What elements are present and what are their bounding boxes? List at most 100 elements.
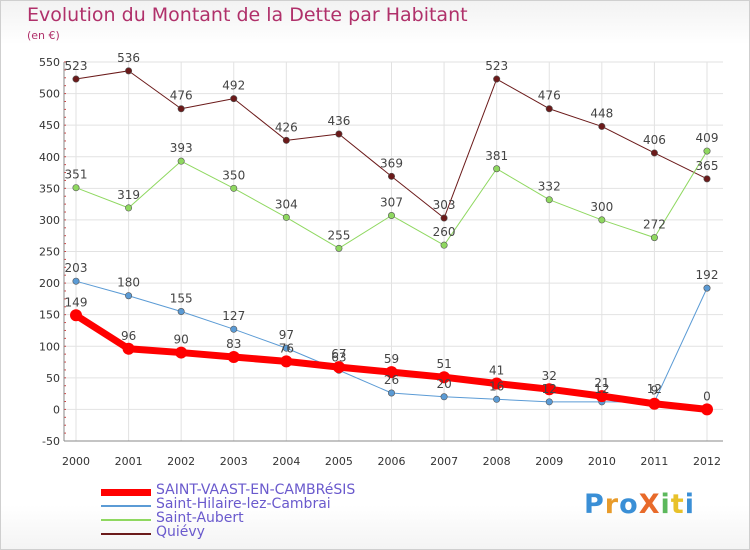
x-tick-label: 2002 [167, 455, 195, 468]
y-tick-label: 450 [39, 119, 60, 132]
data-point [648, 397, 661, 410]
data-label: 300 [590, 200, 613, 214]
data-label: 155 [170, 292, 193, 306]
data-point [280, 355, 293, 368]
data-label: 63 [331, 350, 346, 364]
data-point [703, 147, 711, 155]
data-point [177, 105, 185, 113]
data-label: 127 [222, 309, 245, 323]
legend-label: SAINT-VAAST-EN-CAMBRéSIS [156, 482, 356, 498]
data-label: 350 [222, 168, 245, 182]
data-label: 26 [384, 373, 399, 387]
data-label: 32 [542, 369, 557, 383]
y-tick-label: 250 [39, 246, 60, 259]
data-label: 332 [538, 180, 561, 194]
data-label: 436 [327, 114, 350, 128]
data-label: 409 [696, 131, 719, 145]
data-label: 96 [121, 329, 136, 343]
data-label: 97 [279, 328, 294, 342]
x-tick-label: 2008 [483, 455, 511, 468]
data-label: 180 [117, 276, 140, 290]
data-point [438, 371, 451, 384]
data-label: 67 [331, 347, 346, 361]
legend-label: Saint-Hilaire-lez-Cambrai [156, 496, 331, 512]
brand-logo: ProXiti [584, 489, 695, 520]
data-point [543, 383, 556, 396]
data-point [230, 325, 238, 333]
x-tick-label: 2007 [430, 455, 458, 468]
data-label: 90 [174, 333, 189, 347]
data-label: 304 [275, 197, 298, 211]
y-tick-label: 550 [39, 56, 60, 69]
data-point [703, 284, 711, 292]
y-tick-label: 0 [53, 403, 60, 416]
x-tick-label: 2006 [378, 455, 406, 468]
data-label: 476 [538, 89, 561, 103]
data-point [387, 389, 395, 397]
data-label: 307 [380, 195, 403, 209]
data-point [177, 157, 185, 165]
legend-swatch [101, 519, 151, 521]
data-point [230, 95, 238, 103]
y-tick-label: 150 [39, 309, 60, 322]
data-point [72, 184, 80, 192]
x-tick-label: 2005 [325, 455, 353, 468]
data-point [493, 75, 501, 83]
data-point [701, 403, 713, 416]
y-tick-label: 350 [39, 182, 60, 195]
data-point [227, 350, 240, 363]
data-label: 12 [594, 382, 609, 396]
data-label: 272 [643, 218, 666, 232]
x-tick-label: 2009 [535, 455, 563, 468]
data-label: 492 [222, 79, 245, 93]
data-label: 523 [485, 59, 508, 73]
x-tick-label: 2012 [693, 455, 721, 468]
data-point [175, 346, 188, 359]
data-point [545, 196, 553, 204]
data-label: 83 [226, 337, 241, 351]
data-point [122, 342, 135, 355]
data-point [335, 244, 343, 252]
data-label: 192 [696, 268, 719, 282]
data-point [650, 149, 658, 157]
data-label: 41 [489, 364, 504, 378]
legend-label: Saint-Aubert [156, 510, 244, 526]
data-point [335, 130, 343, 138]
data-label: 9 [651, 384, 659, 398]
x-tick-label: 2011 [640, 455, 668, 468]
data-point [332, 361, 345, 374]
data-label: 476 [170, 89, 193, 103]
data-point [545, 105, 553, 113]
data-point [440, 241, 448, 249]
legend-swatch [101, 505, 151, 507]
y-tick-label: 50 [46, 372, 60, 385]
data-point [387, 172, 395, 180]
x-tick-label: 2001 [115, 455, 143, 468]
data-point [282, 136, 290, 144]
y-tick-label: 200 [39, 277, 60, 290]
data-point [493, 165, 501, 173]
legend-label: Quiévy [156, 524, 205, 540]
data-point [650, 234, 658, 242]
x-tick-label: 2004 [272, 455, 300, 468]
data-label: 381 [485, 149, 508, 163]
y-tick-label: 500 [39, 88, 60, 101]
chart-unit: (en €) [27, 29, 60, 42]
data-point [177, 308, 185, 316]
data-label: 351 [65, 168, 88, 182]
data-point [125, 204, 133, 212]
data-label: 406 [643, 133, 666, 147]
legend-swatch [101, 533, 151, 535]
y-tick-label: -50 [42, 435, 60, 448]
data-point [595, 390, 608, 403]
data-label: 21 [594, 376, 609, 390]
y-tick-label: 400 [39, 151, 60, 164]
data-label: 448 [590, 106, 613, 120]
data-label: 76 [279, 341, 294, 355]
data-point [72, 75, 80, 83]
data-point [230, 184, 238, 192]
data-point [440, 214, 448, 222]
data-point [72, 277, 80, 285]
